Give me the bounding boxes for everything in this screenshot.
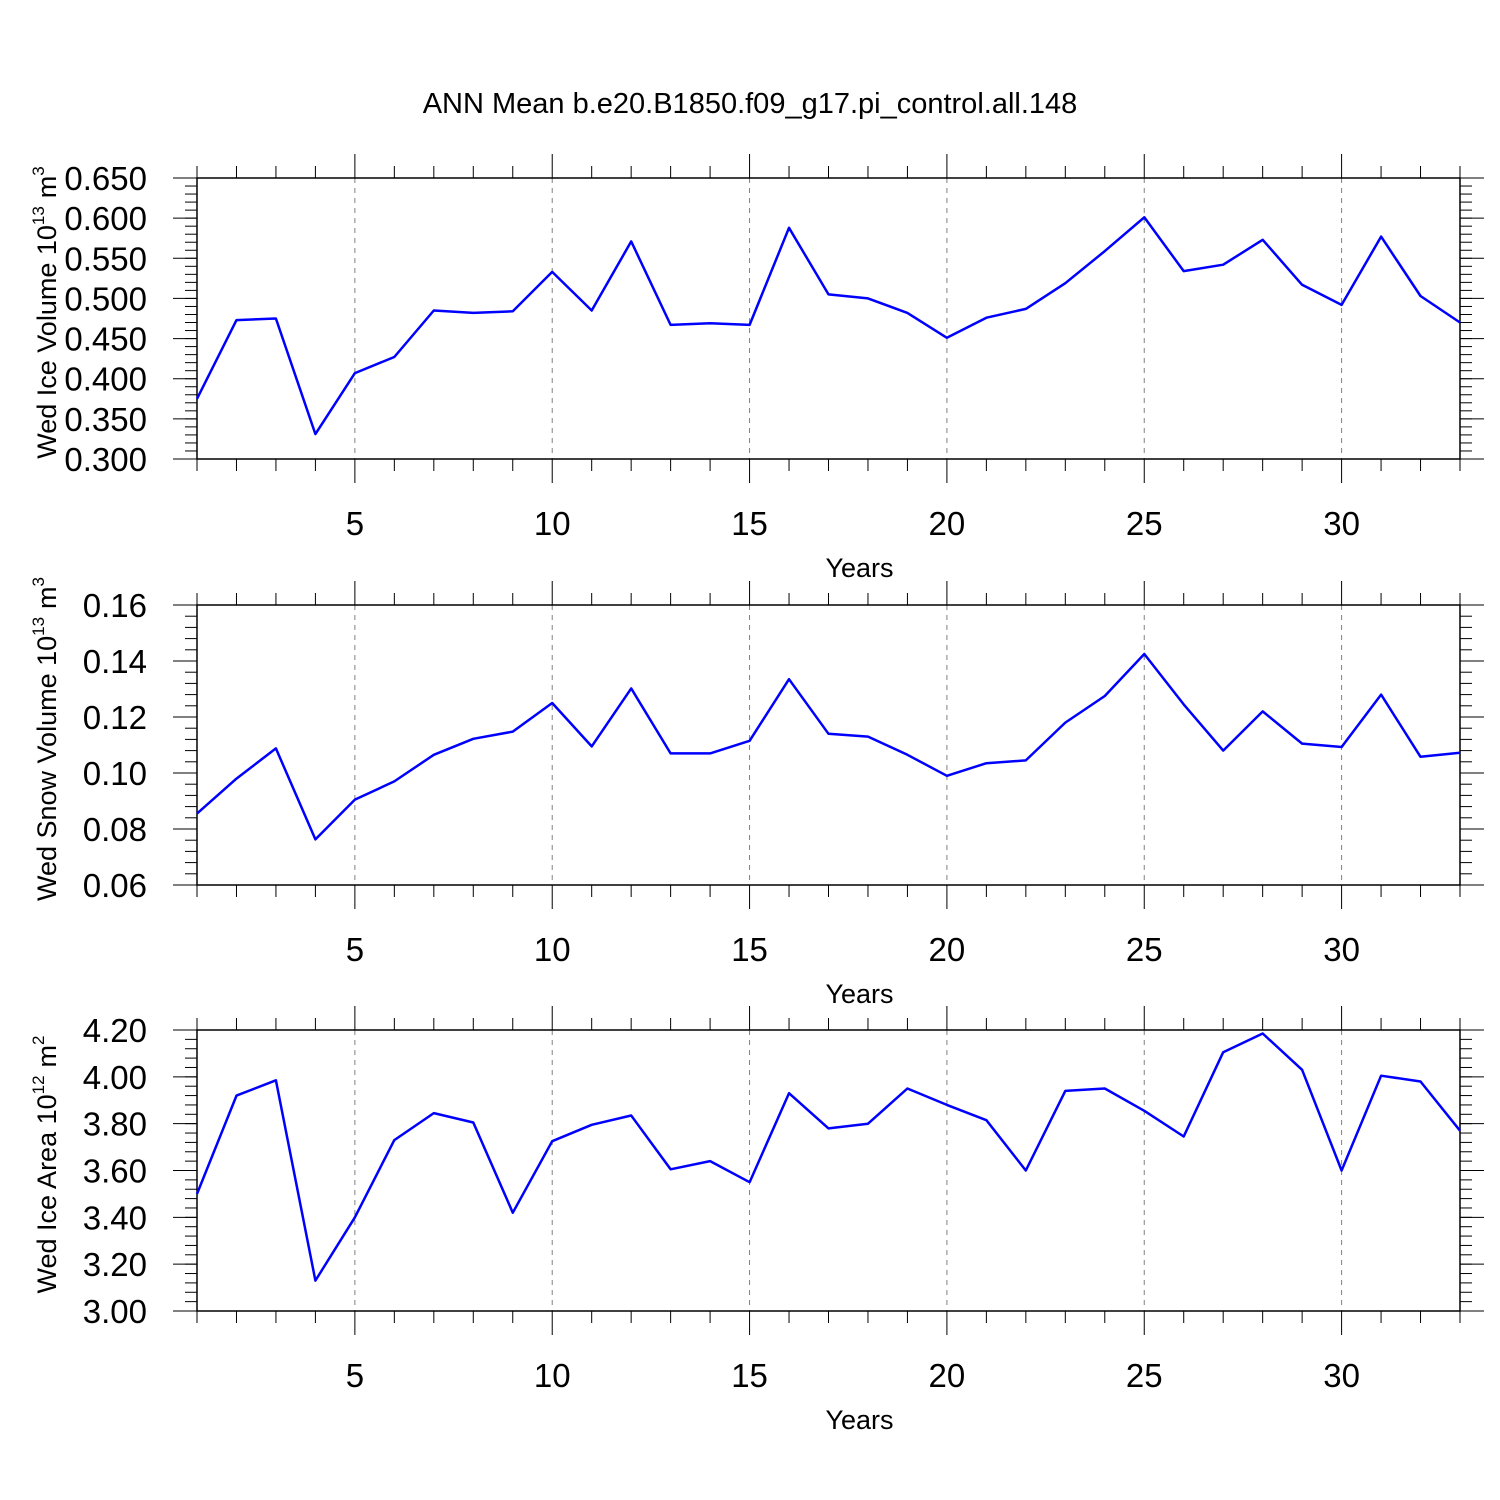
y-tick-label: 3.00 — [83, 1293, 147, 1330]
y-axis-label: Wed Snow Volume 1013 m3 — [29, 577, 62, 901]
series-line — [195, 216, 1461, 436]
y-tick-label: 0.300 — [64, 441, 147, 478]
y-axis-label-exponent: 13 — [29, 617, 48, 636]
x-tick-label: 5 — [346, 931, 364, 968]
x-tick-label: 30 — [1323, 1357, 1360, 1394]
y-tick-label: 4.20 — [83, 1012, 147, 1049]
chart-panel-2: 5 10 15 20 25 30 0.06 0.08 0.10 0.12 0.14 0.16 Years… — [29, 577, 1484, 1009]
y-tick-label: 0.350 — [64, 401, 147, 438]
y-tick-label: 3.40 — [83, 1199, 147, 1236]
y-axis-label: Wed Ice Volume 1013 m3 — [29, 166, 62, 459]
y-axis-label-exponent: 13 — [29, 206, 48, 225]
plot-frame — [196, 177, 1461, 460]
x-tick-label: 5 — [346, 1357, 364, 1394]
x-tick-label: 20 — [929, 931, 966, 968]
series-line — [195, 1032, 1461, 1282]
x-tick-label: 10 — [534, 505, 571, 542]
y-tick-label: 0.16 — [83, 587, 147, 624]
y-axis-label-text: Wed Ice Volume 10 — [32, 225, 62, 459]
y-tick-label: 3.60 — [83, 1153, 147, 1190]
y-tick-label: 3.20 — [83, 1246, 147, 1283]
y-tick-label: 0.400 — [64, 361, 147, 398]
x-tick-label: 15 — [731, 931, 768, 968]
y-axis-label-text: Wed Ice Area 10 — [32, 1094, 62, 1293]
x-tick-label: 30 — [1323, 505, 1360, 542]
x-tick-label: 25 — [1126, 505, 1163, 542]
figure-title: ANN Mean b.e20.B1850.f09_g17.pi_control.… — [423, 88, 1078, 120]
y-tick-label: 0.14 — [83, 643, 147, 680]
x-tick-label: 30 — [1323, 931, 1360, 968]
y-tick-label: 0.550 — [64, 240, 147, 277]
x-tick-label: 25 — [1126, 931, 1163, 968]
y-tick-label: 0.500 — [64, 280, 147, 317]
y-axis-label-unit: m — [32, 1045, 62, 1068]
y-tick-label: 0.12 — [83, 699, 147, 736]
y-axis-label-unit: m — [32, 586, 62, 609]
y-tick-label: 0.600 — [64, 200, 147, 237]
y-tick-label: 0.08 — [83, 811, 147, 848]
x-tick-label: 20 — [929, 505, 966, 542]
y-axis-label-unit-exponent: 3 — [29, 577, 48, 586]
x-tick-label: 10 — [534, 1357, 571, 1394]
y-axis-label-exponent: 12 — [29, 1075, 48, 1094]
x-axis-label: Years — [825, 553, 893, 583]
series-line — [196, 652, 1461, 841]
plot-frame — [196, 604, 1461, 886]
y-axis-label-unit-exponent: 2 — [29, 1035, 48, 1044]
chart-panel-3: 5 10 15 20 25 30 3.00 3.20 3.40 3.60 3.80 4.00 4.20 Y… — [29, 1006, 1484, 1435]
x-tick-label: 25 — [1126, 1357, 1163, 1394]
y-axis-label-unit-exponent: 3 — [29, 166, 48, 175]
y-tick-label: 0.650 — [64, 160, 147, 197]
y-axis-label: Wed Ice Area 1012 m2 — [29, 1035, 62, 1293]
y-axis-label-text: Wed Snow Volume 10 — [32, 636, 62, 901]
x-tick-label: 15 — [731, 1357, 768, 1394]
x-tick-label: 20 — [929, 1357, 966, 1394]
y-tick-label: 0.06 — [83, 867, 147, 904]
x-tick-label: 10 — [534, 931, 571, 968]
y-tick-label: 0.10 — [83, 755, 147, 792]
y-axis-label-unit: m — [32, 176, 62, 199]
y-tick-label: 0.450 — [64, 321, 147, 358]
x-tick-label: 5 — [346, 505, 364, 542]
y-tick-label: 3.80 — [83, 1106, 147, 1143]
x-tick-label: 15 — [731, 505, 768, 542]
x-axis-label: Years — [825, 1405, 893, 1435]
x-axis-label: Years — [825, 979, 893, 1009]
y-tick-label: 4.00 — [83, 1059, 147, 1096]
chart-panels: 5 10 15 20 25 300.3000.3500.4000.4500.5000.55… — [29, 154, 1484, 1435]
plot-frame — [196, 1029, 1461, 1312]
